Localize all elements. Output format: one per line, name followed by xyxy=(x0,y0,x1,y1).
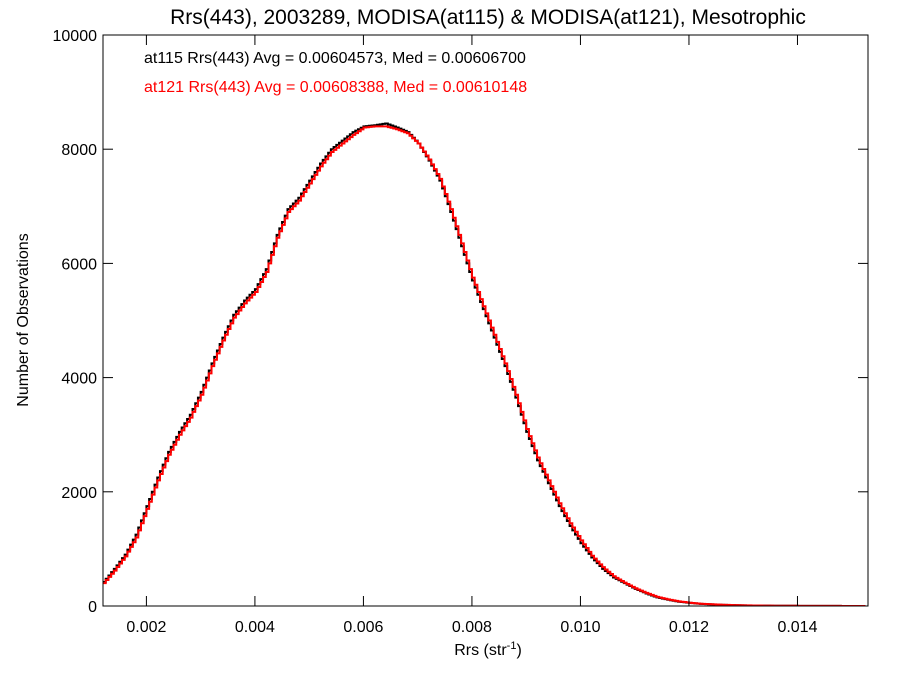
y-tick-label: 6000 xyxy=(61,256,97,273)
x-axis-label-superscript: -1 xyxy=(507,640,517,652)
x-tick-label: 0.002 xyxy=(126,619,166,636)
series-line-at121 xyxy=(103,125,866,606)
y-tick-label: 4000 xyxy=(61,371,97,388)
x-axis: 0.002 0.004 0.006 0.008 0.010 0.012 0.014 xyxy=(126,35,818,636)
x-axis-label-text: Rrs (str xyxy=(454,642,507,659)
x-tick-label: 0.010 xyxy=(560,619,600,636)
y-tick-label: 0 xyxy=(88,599,97,616)
y-tick-label: 10000 xyxy=(53,28,98,45)
y-tick-label: 8000 xyxy=(61,142,97,159)
plot-frame xyxy=(102,34,869,607)
x-tick-label: 0.004 xyxy=(235,619,275,636)
x-tick-label: 0.006 xyxy=(343,619,383,636)
x-tick-label: 0.014 xyxy=(777,619,817,636)
y-axis: 0 2000 4000 6000 8000 10000 xyxy=(53,28,868,616)
x-tick-label: 0.008 xyxy=(452,619,492,636)
legend-entry-at121: at121 Rrs(443) Avg = 0.00608388, Med = 0… xyxy=(144,79,527,96)
y-axis-label: Number of Observations xyxy=(15,233,32,406)
x-tick-label: 0.012 xyxy=(669,619,709,636)
series-line-at115 xyxy=(103,122,866,606)
x-axis-label: Rrs (str-1) xyxy=(454,640,522,659)
y-tick-label: 2000 xyxy=(61,485,97,502)
plot-area xyxy=(103,122,866,606)
chart-title: Rrs(443), 2003289, MODISA(at115) & MODIS… xyxy=(170,6,806,29)
legend-entry-at115: at115 Rrs(443) Avg = 0.00604573, Med = 0… xyxy=(144,50,526,67)
x-axis-label-end: ) xyxy=(516,642,521,659)
